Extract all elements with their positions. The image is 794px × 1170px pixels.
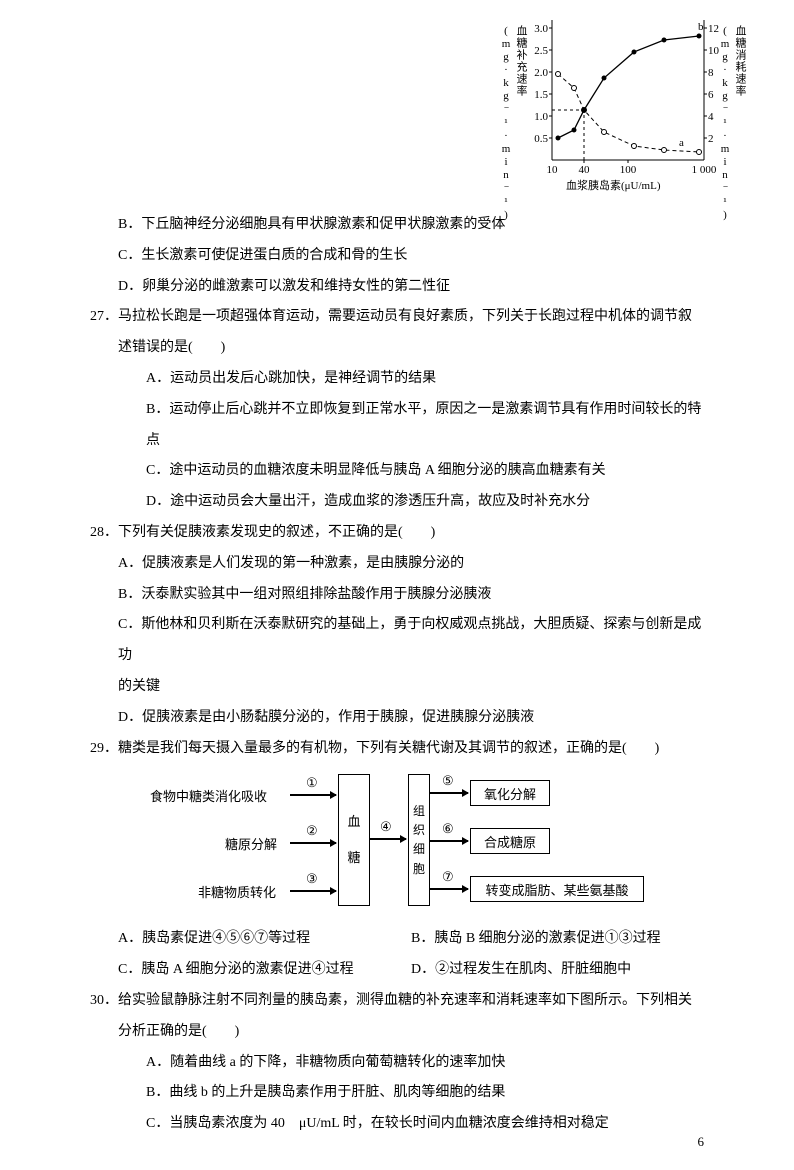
svg-text:2.0: 2.0	[534, 67, 548, 79]
q30-a: A．随着曲线 a 的下降，非糖物质向葡萄糖转化的速率加快	[90, 1048, 704, 1079]
insulin-chart: 0.5 1.0 1.5 2.0 2.5 3.0 2 4 6 8 10 12	[504, 10, 744, 195]
svg-text:2.5: 2.5	[534, 45, 548, 57]
svg-text:0.5: 0.5	[534, 133, 548, 145]
arrow	[290, 794, 336, 796]
arrow	[370, 838, 406, 840]
right-axis-label: 血糖消耗速率(mg·kg⁻¹·min⁻¹)	[719, 25, 748, 222]
left-axis-label: 血糖补充速率(mg·kg⁻¹·min⁻¹)	[500, 25, 529, 222]
q28-c1: C．斯他林和贝利斯在沃泰默研究的基础上，勇于向权威观点挑战，大胆质疑、探索与创新…	[90, 610, 704, 672]
arrow	[430, 792, 468, 794]
q30-stem1: 30．给实验鼠静脉注射不同剂量的胰岛素，测得血糖的补充速率和消耗速率如下图所示。…	[90, 986, 704, 1017]
q27-stem1: 27．马拉松长跑是一项超强体育运动，需要运动员有良好素质，下列关于长跑过程中机体…	[90, 302, 704, 333]
q27-b: B．运动停止后心跳并不立即恢复到正常水平，原因之一是激素调节具有作用时间较长的特…	[90, 395, 704, 457]
svg-text:100: 100	[620, 164, 637, 176]
num3: ③	[306, 871, 318, 887]
num7: ⑦	[442, 869, 454, 885]
q29-b: B．胰岛 B 细胞分泌的激素促进①③过程	[411, 924, 704, 955]
svg-text:6: 6	[708, 89, 714, 101]
diag-mid: 血糖	[338, 774, 370, 906]
option-b: B．下丘脑神经分泌细胞具有甲状腺激素和促甲状腺激素的受体	[90, 210, 704, 241]
diag-right2: 合成糖原	[470, 828, 550, 854]
svg-text:10: 10	[708, 45, 720, 57]
arrow	[430, 840, 468, 842]
svg-text:12: 12	[708, 23, 719, 35]
svg-text:1.0: 1.0	[534, 111, 548, 123]
q28-stem: 28．下列有关促胰液素发现史的叙述，不正确的是( )	[90, 518, 704, 549]
option-d: D．卵巢分泌的雌激素可以激发和维持女性的第二性征	[90, 272, 704, 303]
svg-text:b: b	[698, 21, 704, 33]
diag-cell: 组织细胞	[408, 774, 430, 906]
num4: ④	[380, 819, 392, 835]
q28-b: B．沃泰默实验其中一组对照组排除盐酸作用于胰腺分泌胰液	[90, 580, 704, 611]
q29-a: A．胰岛素促进④⑤⑥⑦等过程	[118, 924, 411, 955]
sugar-diagram: 食物中糖类消化吸收 糖原分解 非糖物质转化 血糖 组织细胞 氧化分解 合成糖原 …	[150, 774, 630, 914]
option-c: C．生长激素可使促进蛋白质的合成和骨的生长	[90, 241, 704, 272]
q27-a: A．运动员出发后心跳加快，是神经调节的结果	[90, 364, 704, 395]
num1: ①	[306, 775, 318, 791]
q28-c2: 的关键	[90, 672, 704, 703]
svg-text:4: 4	[708, 111, 714, 123]
arrow	[290, 842, 336, 844]
x-axis-label: 血浆胰岛素(μU/mL)	[566, 177, 661, 193]
diag-left1: 食物中糖类消化吸收	[150, 786, 267, 805]
q30-b: B．曲线 b 的上升是胰岛素作用于肝脏、肌肉等细胞的结果	[90, 1078, 704, 1109]
q28-a: A．促胰液素是人们发现的第一种激素，是由胰腺分泌的	[90, 549, 704, 580]
q27-c: C．途中运动员的血糖浓度未明显降低与胰岛 A 细胞分泌的胰高血糖素有关	[90, 456, 704, 487]
svg-text:8: 8	[708, 67, 714, 79]
q27-stem2: 述错误的是( )	[90, 333, 704, 364]
diag-right1: 氧化分解	[470, 780, 550, 806]
arrow	[290, 890, 336, 892]
svg-text:3.0: 3.0	[534, 23, 548, 35]
num6: ⑥	[442, 821, 454, 837]
svg-text:a: a	[679, 137, 684, 149]
q27-d: D．途中运动员会大量出汗，造成血浆的渗透压升高，故应及时补充水分	[90, 487, 704, 518]
q30-stem2: 分析正确的是( )	[90, 1017, 704, 1048]
arrow	[430, 888, 468, 890]
num2: ②	[306, 823, 318, 839]
q29-c: C．胰岛 A 细胞分泌的激素促进④过程	[118, 955, 411, 986]
svg-text:40: 40	[579, 164, 591, 176]
svg-text:2: 2	[708, 133, 714, 145]
svg-text:10: 10	[547, 164, 559, 176]
q30-c: C．当胰岛素浓度为 40 μU/mL 时，在较长时间内血糖浓度会维持相对稳定	[90, 1109, 704, 1140]
diag-right3: 转变成脂肪、某些氨基酸	[470, 876, 644, 902]
num5: ⑤	[442, 773, 454, 789]
q29-stem: 29．糖类是我们每天摄入量最多的有机物，下列有关糖代谢及其调节的叙述，正确的是(…	[90, 734, 704, 765]
diag-left3: 非糖物质转化	[198, 882, 276, 901]
svg-text:1 000: 1 000	[692, 164, 717, 176]
page-number: 6	[698, 1134, 705, 1150]
q28-d: D．促胰液素是由小肠黏膜分泌的，作用于胰腺，促进胰腺分泌胰液	[90, 703, 704, 734]
q29-d: D．②过程发生在肌肉、肝脏细胞中	[411, 955, 704, 986]
svg-text:1.5: 1.5	[534, 89, 548, 101]
diag-left2: 糖原分解	[225, 834, 277, 853]
